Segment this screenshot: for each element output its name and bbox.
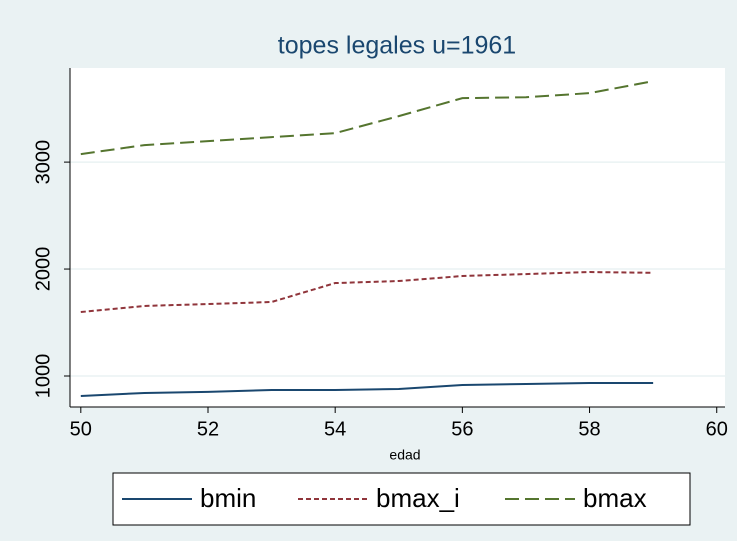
x-tick-label: 54 — [324, 418, 346, 440]
plot-area — [70, 68, 725, 407]
legend-label: bmin — [200, 483, 256, 513]
legend-label: bmax_i — [376, 483, 460, 513]
y-tick-label: 3000 — [32, 140, 54, 185]
x-axis-label: edad — [389, 447, 420, 463]
x-tick-label: 50 — [70, 418, 92, 440]
x-tick-label: 58 — [578, 418, 600, 440]
x-tick-label: 56 — [451, 418, 473, 440]
legend-label: bmax — [583, 483, 647, 513]
line-series — [80, 80, 654, 156]
line-series — [80, 271, 654, 314]
x-tick-label: 52 — [197, 418, 219, 440]
x-tick-label: 60 — [706, 418, 728, 440]
y-tick-label: 2000 — [32, 247, 54, 292]
line-series — [80, 381, 654, 397]
y-tick-label: 1000 — [32, 354, 54, 399]
chart-title: topes legales u=1961 — [278, 32, 516, 60]
legend-box — [112, 472, 691, 526]
